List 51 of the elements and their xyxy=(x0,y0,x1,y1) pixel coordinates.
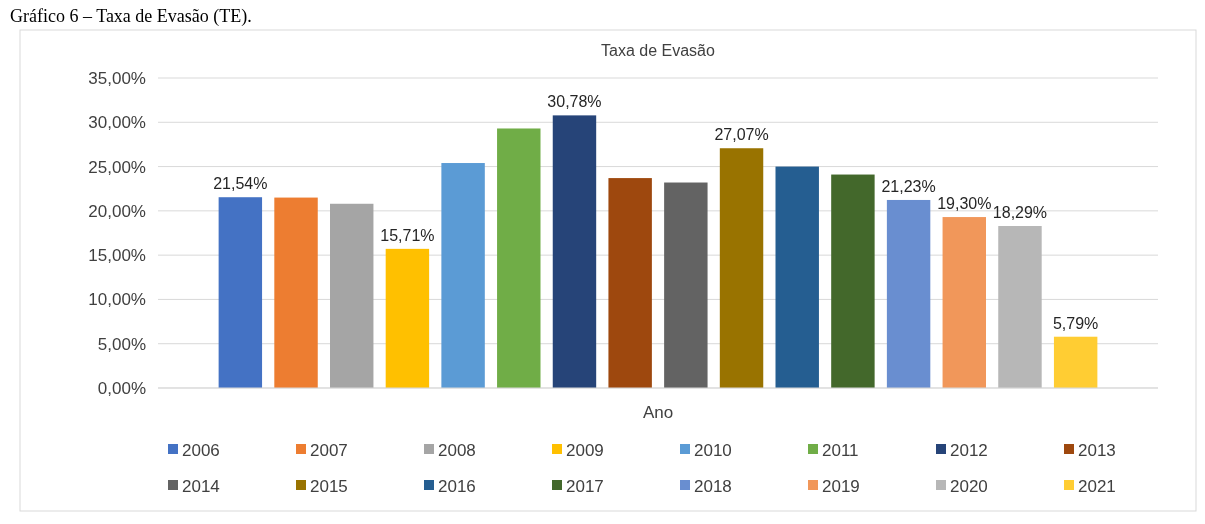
legend-label: 2012 xyxy=(950,440,988,460)
legend-label: 2014 xyxy=(182,476,220,496)
bar xyxy=(1053,336,1098,388)
y-tick-label: 10,00% xyxy=(88,290,146,310)
bar xyxy=(218,197,263,388)
bar xyxy=(942,217,986,388)
bar xyxy=(775,166,819,388)
text: Gráfico 6 – Taxa de Evasão (TE). xyxy=(10,6,252,27)
legend-label: 2021 xyxy=(1078,476,1116,496)
legend-label: 2018 xyxy=(694,476,732,496)
data-label: 27,07% xyxy=(714,126,769,144)
legend-label: 2007 xyxy=(310,440,348,460)
bar xyxy=(886,199,931,388)
legend-label: 2019 xyxy=(822,476,860,496)
legend-label: 2009 xyxy=(566,440,604,460)
data-label: 5,79% xyxy=(1052,314,1099,332)
legend-label: 2010 xyxy=(694,440,732,460)
legend-label: 2016 xyxy=(438,476,476,496)
bar xyxy=(552,115,597,388)
y-tick-label: 35,00% xyxy=(88,68,146,88)
legend-label: 2006 xyxy=(182,440,220,460)
bar xyxy=(330,203,374,388)
data-label: 30,78% xyxy=(547,93,602,111)
data-label: 21,54% xyxy=(213,175,268,193)
bar xyxy=(998,226,1042,388)
bar xyxy=(608,178,652,388)
bar xyxy=(664,182,708,388)
legend-label: 2008 xyxy=(438,440,476,460)
data-label: 21,23% xyxy=(881,177,936,195)
data-label: 18,29% xyxy=(992,204,1048,221)
bar xyxy=(831,174,875,388)
y-tick-label: 0,00% xyxy=(97,378,146,398)
bar xyxy=(274,197,318,388)
data-label: 15,71% xyxy=(380,226,435,244)
legend-label: 2017 xyxy=(566,476,604,496)
legend-label: 2011 xyxy=(822,440,859,460)
data-label: 19,30% xyxy=(937,195,992,213)
y-tick-label: 25,00% xyxy=(88,157,146,177)
x-axis-title: Ano xyxy=(642,403,674,422)
legend-label: 2015 xyxy=(310,476,348,496)
legend-label: 2013 xyxy=(1078,440,1116,460)
legend-label: 2020 xyxy=(950,476,988,496)
y-tick-label: 15,00% xyxy=(88,246,146,266)
bar xyxy=(385,248,430,388)
chart-title: Taxa de Evasão xyxy=(601,42,716,59)
bar xyxy=(497,128,541,388)
bar xyxy=(441,163,485,388)
y-tick-label: 30,00% xyxy=(88,113,146,133)
bar xyxy=(719,148,764,388)
y-tick-label: 5,00% xyxy=(97,334,146,354)
y-tick-label: 20,00% xyxy=(88,201,146,221)
